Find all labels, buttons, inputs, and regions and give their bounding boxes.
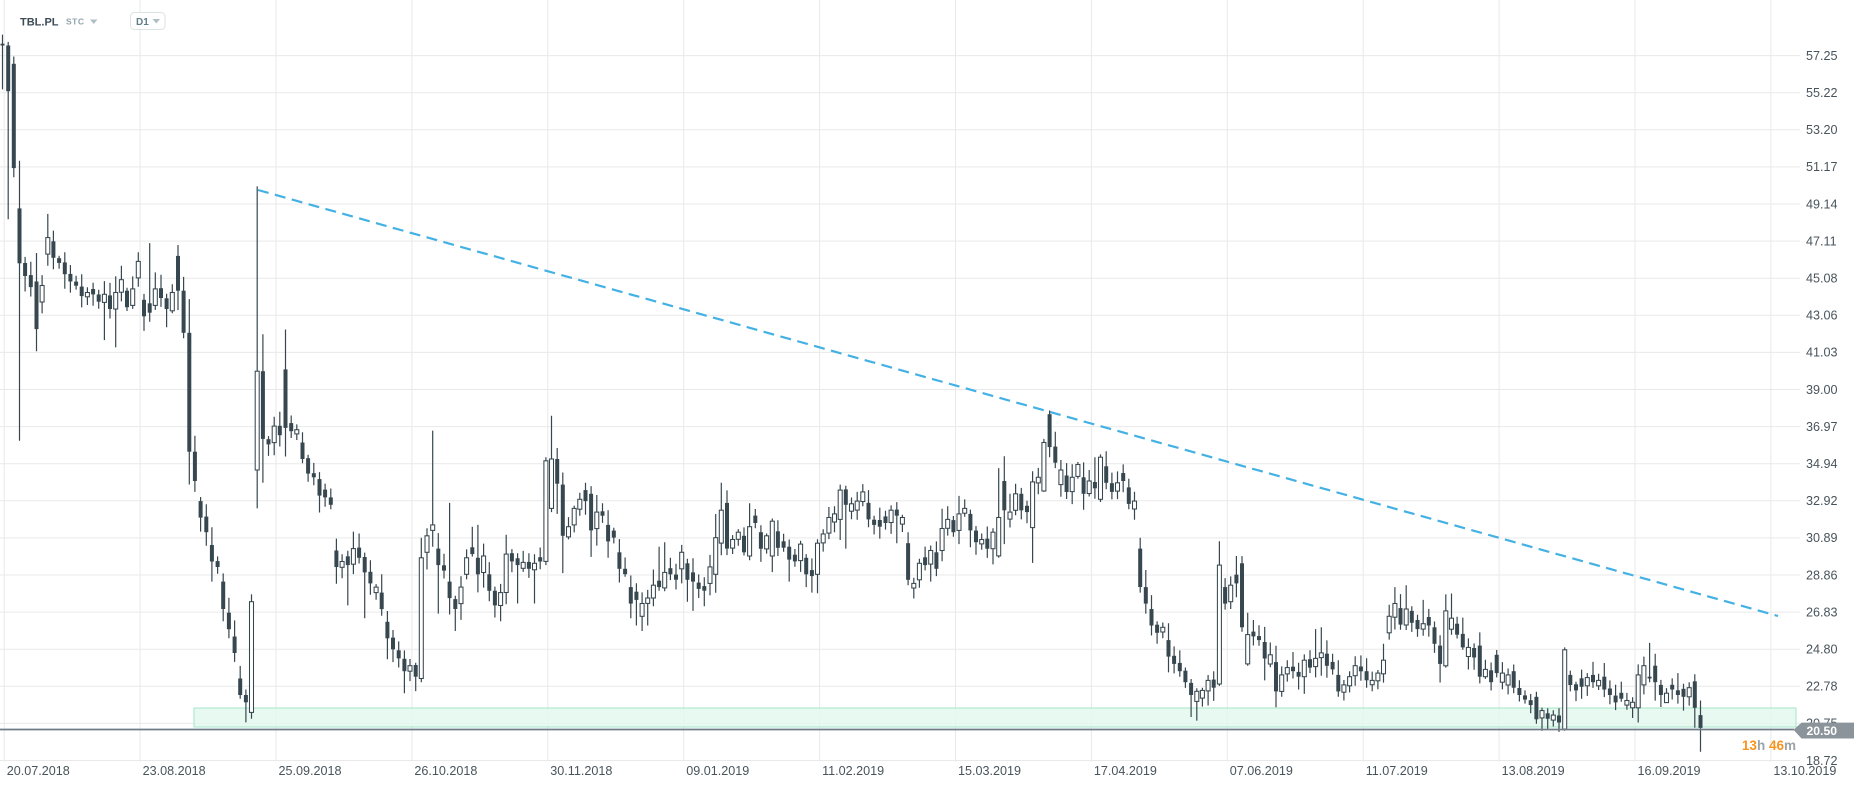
- svg-text:32.92: 32.92: [1806, 494, 1838, 508]
- svg-text:53.20: 53.20: [1806, 123, 1838, 137]
- svg-text:30.11.2018: 30.11.2018: [550, 764, 612, 778]
- svg-text:57.25: 57.25: [1806, 49, 1838, 63]
- svg-text:STC: STC: [66, 17, 85, 27]
- svg-text:47.11: 47.11: [1806, 234, 1837, 248]
- svg-text:20.50: 20.50: [1807, 724, 1838, 738]
- svg-text:13h 46m: 13h 46m: [1742, 738, 1796, 753]
- svg-text:TBL.PL: TBL.PL: [20, 16, 59, 28]
- svg-text:11.02.2019: 11.02.2019: [822, 764, 884, 778]
- svg-text:26.83: 26.83: [1806, 605, 1838, 619]
- svg-text:36.97: 36.97: [1806, 420, 1838, 434]
- svg-text:07.06.2019: 07.06.2019: [1230, 764, 1293, 778]
- svg-text:11.07.2019: 11.07.2019: [1366, 764, 1428, 778]
- svg-text:34.94: 34.94: [1806, 457, 1838, 471]
- svg-text:09.01.2019: 09.01.2019: [686, 764, 749, 778]
- svg-text:D1: D1: [136, 17, 149, 28]
- svg-text:15.03.2019: 15.03.2019: [958, 764, 1021, 778]
- svg-text:22.78: 22.78: [1806, 680, 1838, 694]
- svg-text:28.86: 28.86: [1806, 568, 1838, 582]
- svg-text:43.06: 43.06: [1806, 309, 1838, 323]
- svg-text:41.03: 41.03: [1806, 346, 1838, 360]
- svg-text:23.08.2018: 23.08.2018: [143, 764, 206, 778]
- svg-text:51.17: 51.17: [1806, 160, 1838, 174]
- svg-text:20.07.2018: 20.07.2018: [7, 764, 70, 778]
- svg-text:25.09.2018: 25.09.2018: [279, 764, 342, 778]
- svg-text:45.08: 45.08: [1806, 272, 1838, 286]
- svg-text:24.80: 24.80: [1806, 643, 1838, 657]
- svg-text:13.10.2019: 13.10.2019: [1773, 764, 1836, 778]
- svg-text:55.22: 55.22: [1806, 86, 1838, 100]
- svg-text:13.08.2019: 13.08.2019: [1502, 764, 1565, 778]
- svg-text:16.09.2019: 16.09.2019: [1638, 764, 1701, 778]
- svg-text:39.00: 39.00: [1806, 383, 1838, 397]
- svg-text:17.04.2019: 17.04.2019: [1094, 764, 1157, 778]
- svg-text:30.89: 30.89: [1806, 531, 1838, 545]
- svg-text:26.10.2018: 26.10.2018: [414, 764, 477, 778]
- svg-text:18.72: 18.72: [1806, 754, 1838, 768]
- svg-text:49.14: 49.14: [1806, 197, 1838, 211]
